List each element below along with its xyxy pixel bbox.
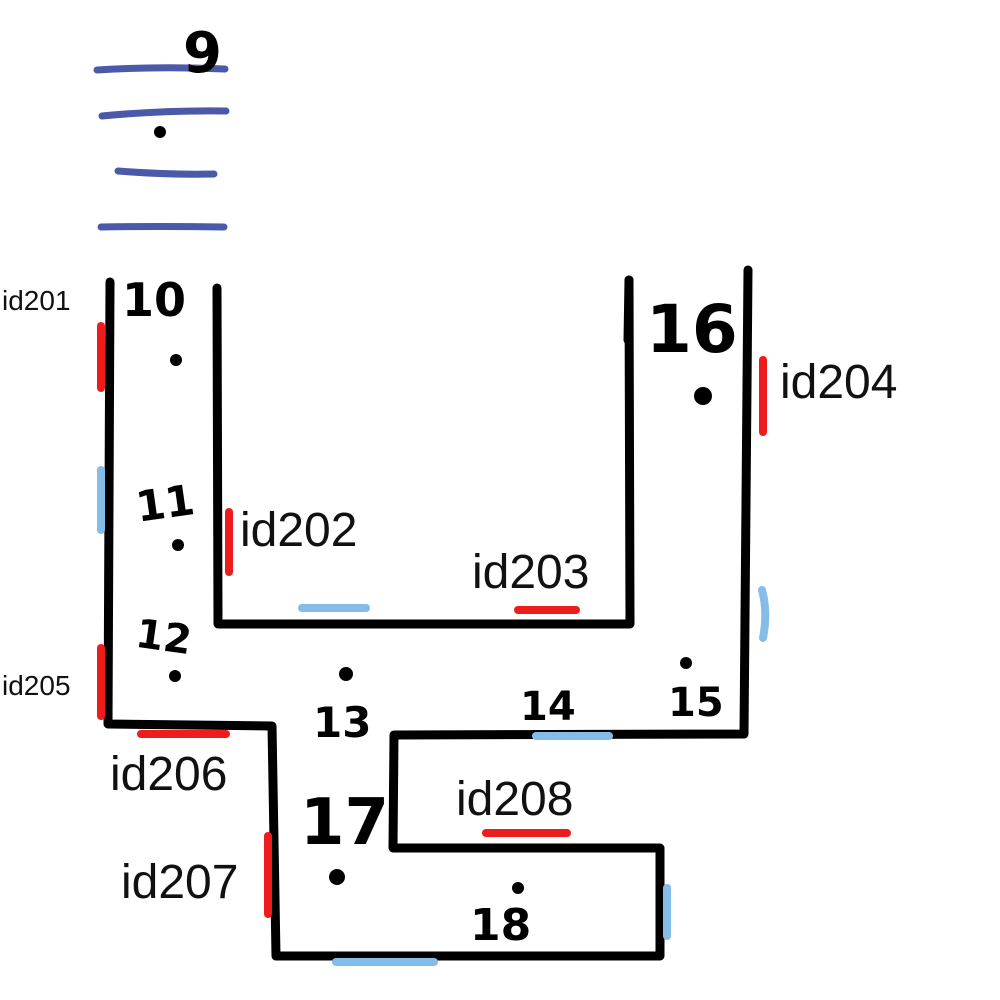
node-dot-18 (512, 882, 524, 894)
node-label-10: 10 (122, 273, 186, 327)
wall-short-stub (623, 275, 634, 345)
node-dots (154, 126, 712, 894)
node-label-12: 12 (133, 611, 195, 664)
door-label-id201: id201 (2, 285, 71, 316)
door-label-id202: id202 (240, 504, 357, 557)
node-numbers: 9 10 11 12 13 14 15 16 17 18 (122, 21, 738, 951)
door-label-id207: id207 (121, 856, 238, 909)
wall-outer-left (103, 265, 753, 961)
node-label-15: 15 (668, 680, 724, 726)
node-label-16: 16 (646, 291, 738, 368)
node-label-11: 11 (133, 475, 198, 532)
door-label-id208: id208 (456, 773, 573, 826)
door-markers-red (97, 322, 767, 918)
opening-markers-blue (97, 466, 770, 966)
stairs-line-2 (98, 107, 230, 120)
door-label-id206: id206 (110, 748, 227, 801)
opening-marker-right-15 (758, 586, 770, 642)
door-label-id203: id203 (472, 546, 589, 599)
node-dot-16 (694, 387, 712, 405)
node-dot-13 (339, 667, 353, 681)
node-label-14: 14 (520, 684, 576, 730)
node-label-18: 18 (470, 900, 531, 951)
walls (103, 265, 753, 961)
node-label-13: 13 (313, 698, 371, 747)
door-id-labels: id201 id202 id203 id204 id205 id206 id20… (2, 285, 897, 909)
stairs-line-4 (97, 223, 228, 231)
stairs-line-3 (114, 167, 218, 178)
node-dot-17 (329, 869, 345, 885)
node-dot-9 (154, 126, 166, 138)
node-dot-15 (680, 657, 692, 669)
door-label-id204: id204 (780, 356, 897, 409)
wall-inner-u (212, 275, 635, 629)
node-dot-12 (169, 670, 181, 682)
node-label-17: 17 (300, 786, 389, 860)
node-label-9: 9 (183, 21, 222, 86)
node-dot-11 (172, 539, 184, 551)
stairs-line-1 (93, 64, 229, 74)
node-dot-10 (170, 354, 182, 366)
stairs-lines (93, 64, 230, 231)
door-label-id205: id205 (2, 670, 71, 701)
